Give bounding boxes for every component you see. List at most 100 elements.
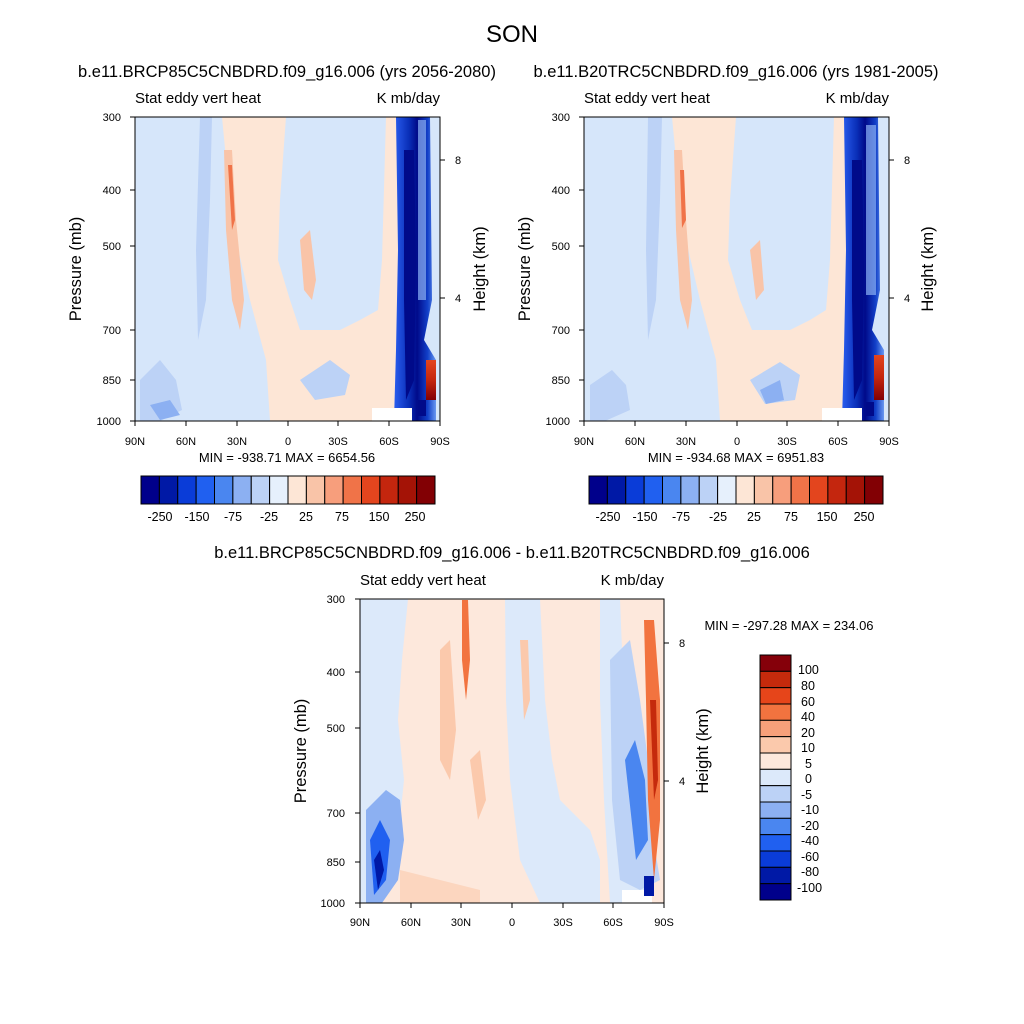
panel-diff-ytick-700: 700 xyxy=(327,808,345,820)
panel-diff-cb-label-neg10: -10 xyxy=(801,803,819,817)
panel-right-cb-label-neg75: -75 xyxy=(672,510,690,524)
panel-left-cb-label-250: 250 xyxy=(405,510,426,524)
panel-left-field xyxy=(135,117,440,421)
panel-left-colorbar-swatch-13 xyxy=(379,475,399,505)
panel-left-cb-label-neg75: -75 xyxy=(224,510,242,524)
panel-right-ytick-right-4: 4 xyxy=(904,293,910,305)
panel-right-colorbar xyxy=(588,475,884,505)
panel-diff-colorbar-swatch-13 xyxy=(759,866,792,885)
panel-diff-cb-label-5: 5 xyxy=(805,757,812,771)
panel-diff-ytick-1000: 1000 xyxy=(321,898,345,910)
panel-diff-variable-label: Stat eddy vert heat xyxy=(360,572,487,589)
panel-left-colorbar-swatch-1 xyxy=(158,475,179,505)
panel-diff-ytick-right-8: 8 xyxy=(679,638,685,650)
panel-left-ytick-right-4: 4 xyxy=(455,293,461,305)
panel-right-ytick-300: 300 xyxy=(552,112,570,124)
panel-right-colorbar-swatch-4 xyxy=(662,475,682,505)
panel-diff-cb-label-neg20: -20 xyxy=(801,819,819,833)
panel-diff-xtick-90n: 90N xyxy=(350,917,370,929)
panel-right-ylabel-right: Height (km) xyxy=(919,226,937,311)
panel-diff-ytick-400: 400 xyxy=(327,667,345,679)
panel-diff-field xyxy=(360,599,664,903)
panel-left-colorbar-swatch-5 xyxy=(232,475,252,505)
panel-left-colorbar-swatch-8 xyxy=(287,475,307,505)
panel-diff-cb-label-10: 10 xyxy=(801,741,815,755)
panel-diff-ytick-500: 500 xyxy=(327,723,345,735)
panel-diff-cb-label-60: 60 xyxy=(801,695,815,709)
panel-right-colorbar-swatch-5 xyxy=(680,475,700,505)
panel-diff-ytick-300: 300 xyxy=(327,594,345,606)
panel-right-colorbar-swatch-9 xyxy=(753,475,774,505)
panel-diff-units-label: K mb/day xyxy=(601,572,665,589)
panel-right-cb-label-250: 250 xyxy=(854,510,875,524)
panel-right-ytick-400: 400 xyxy=(552,185,570,197)
panel-diff-cb-label-neg40: -40 xyxy=(801,834,819,848)
panel-right-title: b.e11.B20TRC5CNBDRD.f09_g16.006 (yrs 198… xyxy=(533,63,938,81)
panel-left-colorbar-swatch-3 xyxy=(195,475,216,505)
panel-right-colorbar-swatch-3 xyxy=(643,475,664,505)
panel-left-colorbar-swatch-4 xyxy=(214,475,234,505)
panel-right-colorbar-swatch-13 xyxy=(827,475,847,505)
panel-right-cb-label-neg150: -150 xyxy=(632,510,657,524)
panel-left-xtick-60n: 60N xyxy=(176,436,196,448)
panel-left-ytick-right-8: 8 xyxy=(455,155,461,167)
panel-diff-ytick-850: 850 xyxy=(327,857,345,869)
panel-right-cb-label-25: 25 xyxy=(747,510,761,524)
panel-diff-colorbar-swatch-3 xyxy=(759,703,792,721)
panel-left-xtick-30s: 30S xyxy=(328,436,348,448)
panel-diff-colorbar-swatch-12 xyxy=(759,850,792,868)
panel-diff-ytick-right-4: 4 xyxy=(679,776,685,788)
panel-left-ylabel: Pressure (mb) xyxy=(67,217,85,322)
panel-diff-xtick-30n: 30N xyxy=(451,917,471,929)
panel-left-colorbar-swatch-2 xyxy=(177,475,197,505)
panel-right-ytick-1000: 1000 xyxy=(546,416,570,428)
panel-left-y-ticks xyxy=(130,116,445,422)
panel-left-cb-label-neg25: -25 xyxy=(260,510,278,524)
panel-left-colorbar-swatch-10 xyxy=(324,475,344,505)
panel-right-colorbar-swatch-6 xyxy=(698,475,719,505)
panel-right-ytick-right-8: 8 xyxy=(904,155,910,167)
panel-right: b.e11.B20TRC5CNBDRD.f09_g16.006 (yrs 198… xyxy=(516,63,939,524)
panel-diff-xtick-60s: 60S xyxy=(603,917,623,929)
panel-right-units-label: K mb/day xyxy=(826,90,890,107)
panel-left-colorbar-swatch-6 xyxy=(250,475,271,505)
panel-right-y-ticks xyxy=(579,116,894,422)
panel-left-ytick-850: 850 xyxy=(103,375,121,387)
panel-left-cb-label-neg150: -150 xyxy=(184,510,209,524)
panel-diff-colorbar-swatch-6 xyxy=(759,752,792,770)
panel-right-ylabel: Pressure (mb) xyxy=(516,217,534,322)
panel-left-ytick-400: 400 xyxy=(103,185,121,197)
panel-right-cb-label-75: 75 xyxy=(784,510,798,524)
panel-right-xtick-90s: 90S xyxy=(879,436,899,448)
panel-diff-y-ticks xyxy=(355,598,669,904)
panel-right-colorbar-swatch-10 xyxy=(772,475,792,505)
main-title: SON xyxy=(486,21,538,48)
panel-left-colorbar-swatch-12 xyxy=(361,475,381,505)
panel-right-colorbar-swatch-0 xyxy=(588,475,608,505)
panel-left-ytick-300: 300 xyxy=(103,112,121,124)
panel-right-colorbar-swatch-15 xyxy=(864,475,884,505)
panel-left-variable-label: Stat eddy vert heat xyxy=(135,90,262,107)
panel-left-x-ticks xyxy=(134,421,441,426)
panel-right-cb-label-neg250: -250 xyxy=(595,510,620,524)
panel-left-colorbar xyxy=(140,475,436,505)
panel-left-colorbar-swatch-15 xyxy=(416,475,436,505)
panel-diff-cb-label-0: 0 xyxy=(805,772,812,786)
panel-right-colorbar-swatch-8 xyxy=(735,475,755,505)
panel-left-ylabel-right: Height (km) xyxy=(471,226,489,311)
panel-diff-colorbar-swatch-7 xyxy=(759,768,792,787)
panel-right-cb-label-neg25: -25 xyxy=(709,510,727,524)
panel-right-ytick-850: 850 xyxy=(552,375,570,387)
panel-right-xtick-60n: 60N xyxy=(625,436,645,448)
panel-diff-ylabel: Pressure (mb) xyxy=(292,699,310,804)
panel-right-x-ticks xyxy=(583,421,890,426)
panel-diff-cb-label-80: 80 xyxy=(801,679,815,693)
panel-diff-colorbar-swatch-1 xyxy=(759,670,792,689)
panel-diff-colorbar-swatch-9 xyxy=(759,801,792,819)
panel-diff-colorbar-swatch-5 xyxy=(759,736,792,754)
panel-left-colorbar-swatch-7 xyxy=(269,475,289,505)
panel-diff-colorbar-swatch-14 xyxy=(759,883,792,901)
panel-diff-title: b.e11.BRCP85C5CNBDRD.f09_g16.006 - b.e11… xyxy=(214,544,810,562)
panel-left-cb-label-neg250: -250 xyxy=(147,510,172,524)
